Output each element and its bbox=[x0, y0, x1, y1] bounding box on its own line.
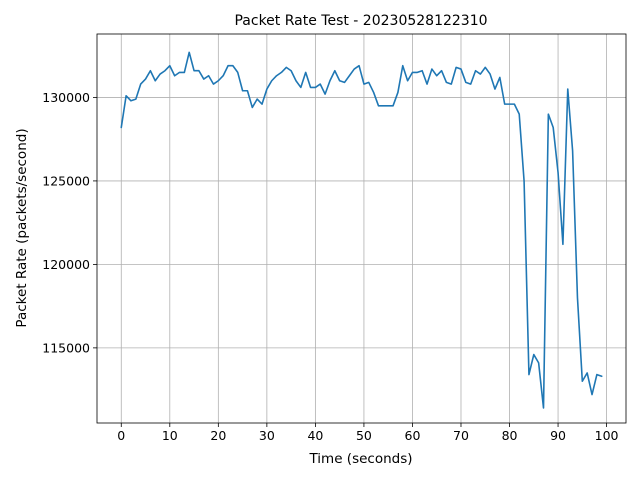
x-tick-label: 0 bbox=[117, 428, 125, 443]
x-tick-label: 70 bbox=[453, 428, 469, 443]
x-tick-label: 20 bbox=[210, 428, 226, 443]
x-tick-label: 50 bbox=[356, 428, 372, 443]
series-layer bbox=[120, 51, 603, 409]
x-tick-label: 80 bbox=[502, 428, 518, 443]
y-tick-label: 125000 bbox=[42, 173, 90, 188]
x-axis-label: Time (seconds) bbox=[308, 451, 412, 467]
grid bbox=[97, 34, 626, 423]
y-tick-label: 115000 bbox=[42, 340, 90, 355]
x-tick-label: 90 bbox=[550, 428, 566, 443]
y-tick-label: 120000 bbox=[42, 257, 90, 272]
x-tick-label: 10 bbox=[162, 428, 178, 443]
chart-title: Packet Rate Test - 20230528122310 bbox=[234, 13, 487, 29]
x-tick-label: 30 bbox=[259, 428, 275, 443]
y-tick-label: 130000 bbox=[42, 90, 90, 105]
plot-frame bbox=[96, 33, 627, 424]
x-tick-label: 100 bbox=[595, 428, 619, 443]
packet-rate-line bbox=[120, 51, 603, 409]
x-axis: 0 10 20 30 40 50 60 70 80 90 100 bbox=[117, 423, 619, 443]
x-tick-label: 40 bbox=[307, 428, 323, 443]
x-tick-label: 60 bbox=[405, 428, 421, 443]
y-axis-label: Packet Rate (packets/second) bbox=[14, 128, 30, 327]
y-axis: 115000 120000 125000 130000 bbox=[42, 90, 97, 355]
